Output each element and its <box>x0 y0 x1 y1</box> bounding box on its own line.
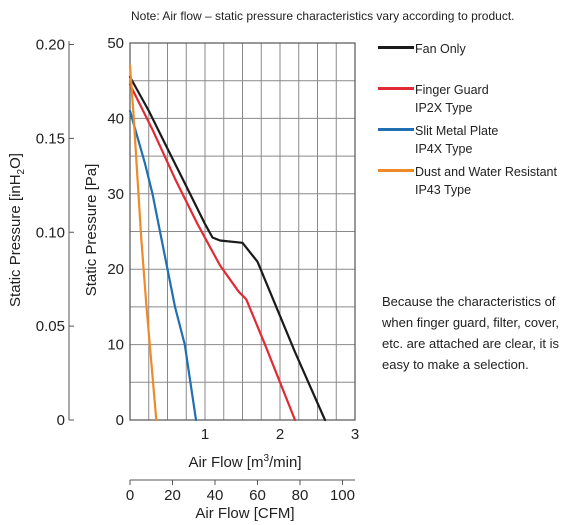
legend-swatch <box>378 169 414 172</box>
y-tick-label: 20 <box>107 261 124 278</box>
y2-tick-label: 0.20 <box>36 37 65 54</box>
x2-tick-label: 0 <box>126 487 134 504</box>
x2-tick-label: 40 <box>207 487 224 504</box>
series-line-4 <box>128 64 158 422</box>
legend-label: Dust and Water Resistant IP43 Type <box>415 165 557 197</box>
x-tick-label: 1 <box>201 426 209 443</box>
series-line-3 <box>128 109 198 422</box>
series-line-2 <box>128 83 297 422</box>
legend-item-3: Slit Metal Plate IP4X Type <box>378 122 565 156</box>
y-tick-label: 0 <box>116 412 124 429</box>
legend-swatch <box>378 128 414 131</box>
plot-frame <box>129 42 356 421</box>
x-tick-label: 3 <box>351 426 359 443</box>
y2-axis-label: Static Pressure [inH2O] <box>7 153 27 307</box>
grid <box>129 42 356 421</box>
y2-tick-label: 0.10 <box>36 224 65 241</box>
y2-tick-label: 0.15 <box>36 130 65 147</box>
y-tick-label: 10 <box>107 337 124 354</box>
x2-axis-label: Air Flow [CFM] <box>195 505 294 522</box>
series-lines <box>128 64 327 422</box>
legend-item-1: Fan Only <box>378 40 565 64</box>
chart-note: Note: Air flow – static pressure charact… <box>131 9 515 23</box>
x2-tick-label: 60 <box>249 487 266 504</box>
y-tick-label: 30 <box>107 186 124 203</box>
legend-swatch <box>378 87 414 90</box>
y2-tick-label: 0 <box>57 412 65 429</box>
legend-item-2: Finger Guard IP2X Type <box>378 81 565 115</box>
x2-tick-label: 100 <box>330 487 355 504</box>
legend-label: Fan Only <box>415 42 466 56</box>
y2-tick-label: 0.05 <box>36 318 65 335</box>
legend-label: Slit Metal Plate IP4X Type <box>415 124 499 156</box>
legend-swatch <box>378 46 414 49</box>
y-axis-label: Static Pressure [Pa] <box>83 164 100 297</box>
x2-tick-label: 80 <box>292 487 309 504</box>
description-text: Because the characteristics of when fing… <box>382 294 560 372</box>
y-tick-label: 40 <box>107 110 124 127</box>
legend: Fan Only Finger Guard IP2X Type Slit Metal … <box>378 40 565 204</box>
legend-label: Finger Guard IP2X Type <box>415 83 489 115</box>
y-tick-label: 50 <box>107 35 124 52</box>
series-line-1 <box>128 75 327 422</box>
x2-tick-label: 20 <box>164 487 181 504</box>
x-tick-label: 2 <box>276 426 284 443</box>
x-axis-label: Air Flow [m3/min] <box>188 453 301 471</box>
legend-item-4: Dust and Water Resistant IP43 Type <box>378 163 565 197</box>
